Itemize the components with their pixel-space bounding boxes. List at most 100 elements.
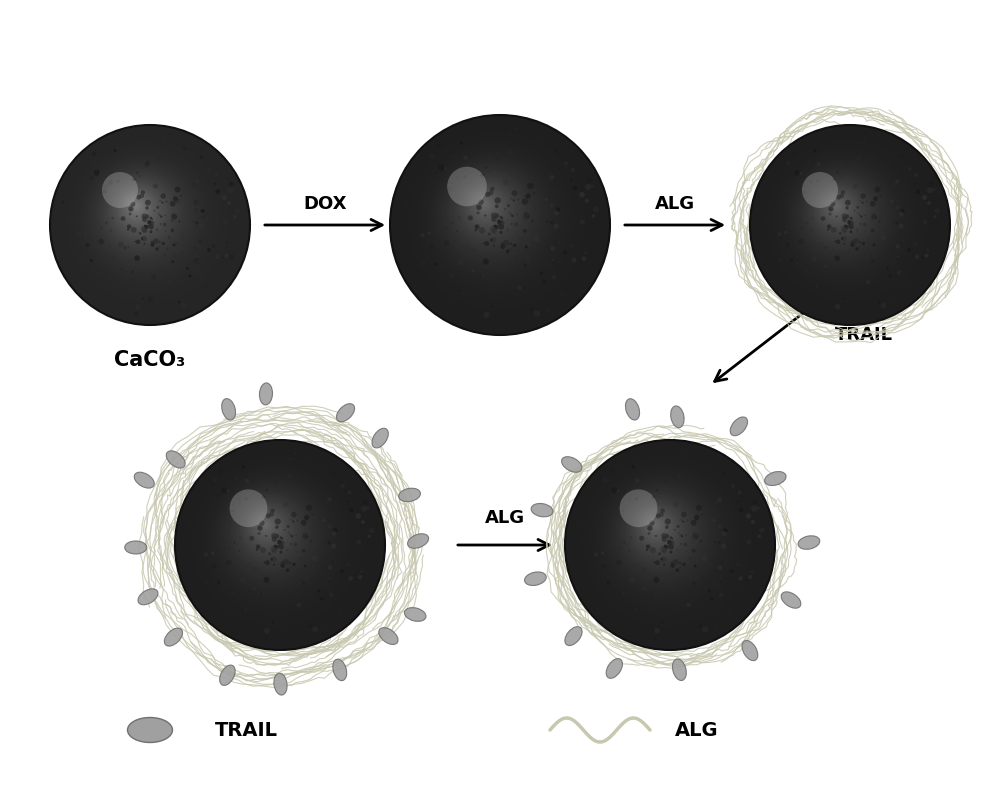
Circle shape [704, 463, 709, 467]
Circle shape [555, 207, 560, 212]
Circle shape [676, 549, 679, 551]
Circle shape [438, 164, 445, 171]
Circle shape [99, 171, 184, 256]
Circle shape [130, 200, 142, 213]
Circle shape [148, 225, 150, 226]
Circle shape [332, 472, 336, 476]
Circle shape [844, 162, 850, 167]
Circle shape [145, 225, 149, 228]
Circle shape [312, 626, 318, 633]
Circle shape [102, 174, 180, 251]
Circle shape [131, 201, 141, 211]
Circle shape [475, 228, 477, 231]
Circle shape [358, 575, 362, 579]
Circle shape [203, 466, 347, 611]
Circle shape [614, 585, 616, 586]
Circle shape [361, 495, 364, 498]
Circle shape [147, 296, 153, 302]
Circle shape [841, 238, 843, 240]
Circle shape [432, 155, 553, 276]
Circle shape [250, 510, 284, 545]
Circle shape [472, 269, 475, 272]
Circle shape [249, 509, 285, 546]
Circle shape [408, 132, 586, 310]
Circle shape [133, 203, 138, 208]
Circle shape [349, 508, 354, 513]
Circle shape [124, 265, 127, 268]
Circle shape [788, 161, 898, 271]
Circle shape [63, 137, 233, 307]
Circle shape [52, 127, 247, 322]
Circle shape [464, 184, 510, 231]
Circle shape [295, 551, 297, 553]
Ellipse shape [781, 592, 801, 608]
Circle shape [485, 192, 490, 197]
Circle shape [682, 520, 684, 523]
Circle shape [550, 221, 553, 225]
Circle shape [786, 159, 901, 274]
Circle shape [660, 509, 665, 513]
Circle shape [802, 172, 838, 208]
Circle shape [122, 193, 152, 223]
Circle shape [686, 519, 689, 522]
Circle shape [661, 557, 662, 559]
Circle shape [137, 171, 138, 173]
Circle shape [212, 564, 217, 568]
Circle shape [121, 268, 122, 269]
Circle shape [516, 231, 518, 233]
Circle shape [591, 504, 593, 506]
Circle shape [323, 519, 326, 522]
Circle shape [779, 204, 782, 206]
Circle shape [86, 161, 91, 166]
Circle shape [264, 561, 265, 563]
Circle shape [798, 170, 885, 257]
Circle shape [50, 125, 250, 325]
Circle shape [175, 241, 178, 245]
Ellipse shape [220, 665, 235, 685]
Circle shape [327, 497, 332, 502]
Circle shape [404, 128, 591, 316]
Circle shape [627, 498, 690, 562]
Circle shape [525, 256, 530, 261]
Circle shape [333, 532, 339, 539]
Circle shape [197, 256, 199, 257]
Circle shape [755, 130, 943, 317]
Circle shape [681, 535, 683, 538]
Circle shape [447, 184, 453, 190]
Circle shape [700, 540, 702, 542]
Circle shape [655, 490, 658, 491]
Circle shape [533, 192, 535, 194]
Circle shape [817, 162, 821, 166]
Circle shape [102, 189, 107, 193]
Circle shape [136, 239, 140, 244]
Circle shape [226, 488, 316, 578]
Circle shape [784, 157, 904, 277]
Circle shape [204, 553, 208, 557]
Circle shape [491, 305, 494, 308]
Circle shape [882, 232, 885, 235]
Circle shape [232, 494, 308, 570]
Circle shape [626, 477, 628, 480]
Circle shape [431, 154, 555, 277]
Circle shape [753, 575, 759, 582]
Circle shape [348, 576, 353, 581]
Circle shape [933, 215, 937, 218]
Circle shape [451, 172, 528, 249]
Circle shape [571, 168, 575, 172]
Circle shape [871, 228, 874, 232]
Circle shape [204, 588, 206, 590]
Circle shape [156, 206, 159, 209]
Circle shape [70, 144, 223, 297]
Circle shape [188, 274, 192, 278]
Circle shape [423, 262, 425, 265]
Circle shape [215, 478, 331, 593]
Circle shape [702, 626, 708, 633]
Circle shape [235, 497, 303, 565]
Circle shape [605, 478, 721, 593]
Circle shape [610, 546, 612, 548]
Circle shape [202, 239, 205, 242]
Circle shape [367, 506, 370, 509]
Circle shape [615, 487, 707, 579]
Circle shape [618, 548, 620, 550]
Circle shape [524, 213, 530, 219]
